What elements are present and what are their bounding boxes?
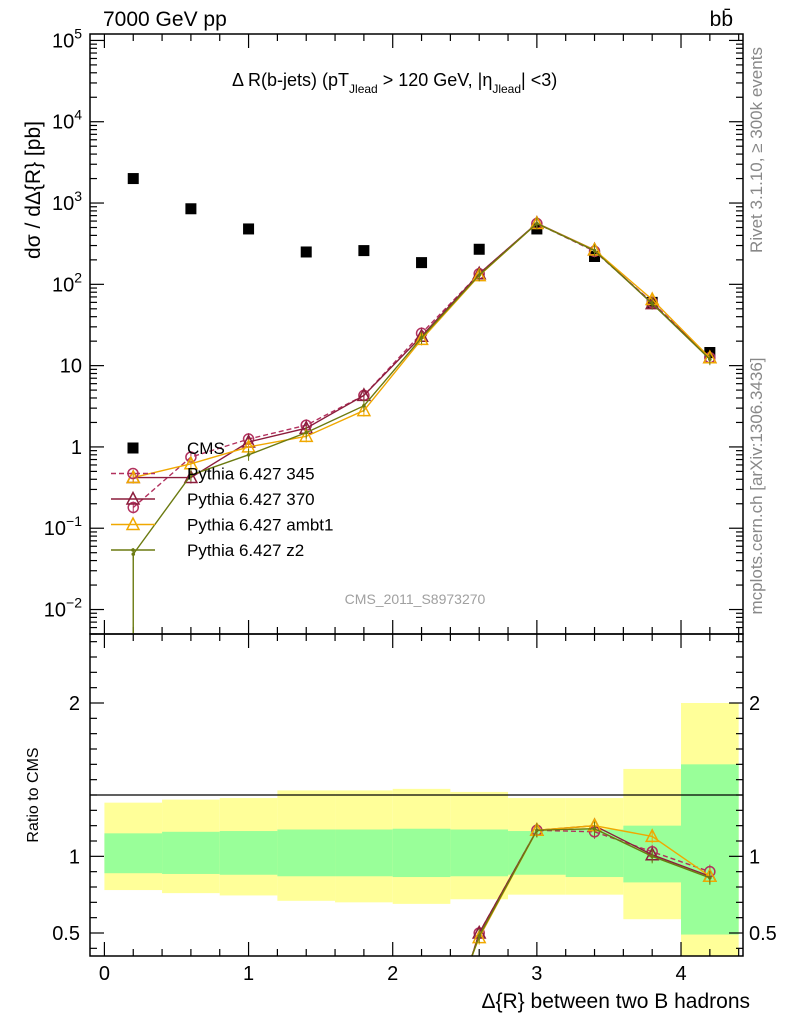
ratio-inner-band [450,829,509,877]
data-point [298,428,314,443]
analysis-watermark: CMS_2011_S8973270 [345,591,486,607]
main-y-axis: 10−2 10−1 1 10 102 103 104 105 [44,25,743,635]
data-point [131,552,136,556]
data-point [416,257,428,269]
main-y-tick-label: 105 [52,25,82,52]
data-point [708,357,712,361]
data-point [414,331,429,346]
plot-title-sub-1: Jlead [349,82,378,96]
ratio-y-tick-label-right: 1 [749,846,760,868]
x-axis-label: Δ{R} between two B hadrons [481,990,750,1013]
ratio-y-tick-label: 0.5 [52,923,80,945]
legend-label: Pythia 6.427 z2 [187,541,304,560]
ratio-x-tick-label: 4 [675,963,686,985]
ratio-point [708,876,712,880]
ratio-x-tick-label: 3 [531,963,542,985]
legend-label: Pythia 6.427 370 [187,490,315,509]
energy-label: 7000 GeV pp [103,8,227,31]
main-y-tick-label: 10−1 [44,513,82,540]
main-y-tick-label: 10 [60,356,82,378]
legend: CMS Pythia 6.427 345 Pythia 6.427 370 Pythi… [111,439,333,560]
legend-marker [127,442,139,454]
data-point [650,301,654,306]
plot-title-sub-2: Jlead [492,82,521,96]
data-point [592,248,597,253]
ratio-inner-band [162,831,220,874]
ratio-point [644,828,660,843]
plot-title-part-c: | <3) [521,70,557,90]
legend-marker [125,490,141,505]
plot-title: Δ R(b-jets) (pTJlead > 120 GeV, |ηJlead|… [232,70,557,96]
data-point [246,453,251,457]
ratio-y-tick-label-right: 0.5 [749,923,777,945]
ratio-inner-band [104,833,163,874]
data-point [183,455,199,470]
ratio-inner-band [681,764,739,935]
ratio-x-axis: 0 1 2 3 4 [99,634,740,985]
ratio-point [592,826,597,831]
data-point [243,223,255,235]
ratio-series-pythia-6-427-z2 [471,821,712,957]
ratio-y-tick-label-right: 2 [749,693,760,715]
legend-marker [131,548,135,552]
ratio-y-tick-label: 2 [69,693,80,715]
main-series-group [126,173,718,634]
ratio-point [477,934,482,938]
main-y-tick-label: 104 [52,107,82,134]
ratio-line [471,828,711,957]
data-point [183,469,199,484]
ratio-y-axis-label: Ratio to CMS [25,747,42,842]
ratio-point [535,828,539,833]
main-y-tick-label: 1 [71,437,82,459]
main-y-tick-label: 102 [52,269,82,296]
data-point [477,273,482,277]
data-point [356,402,372,417]
data-point [535,221,539,226]
legend-label: CMS [187,439,225,458]
ratio-x-tick-label: 2 [387,963,398,985]
ratio-inner-band [392,828,451,878]
legend-label: Pythia 6.427 345 [187,465,315,484]
ratio-x-tick-label: 1 [243,963,254,985]
ratio-inner-band [277,829,336,877]
ratio-inner-band [219,831,278,875]
legend-label: Pythia 6.427 ambt1 [187,516,333,535]
ratio-series-group [471,817,718,957]
process-label: bb̄ [710,8,733,31]
ratio-inner-band [335,829,393,877]
rivet-version-label: Rivet 3.1.10, ≥ 300k events [747,47,766,253]
ratio-y-axis: 0.5 0.5 1 1 2 2 [52,641,777,949]
plot-title-part-a: Δ R(b-jets) (pT [232,70,349,90]
ratio-bands [104,703,739,956]
series-pythia-6-427-z2 [131,217,712,634]
data-point [185,203,197,215]
plot-title-part-b: > 120 GeV, |η [378,70,493,90]
ratio-point [650,854,654,859]
ratio-x-tick-label: 0 [99,963,110,985]
main-y-axis-label: dσ / dΔ{R} [pb] [22,121,45,259]
data-point [300,246,312,258]
data-point [362,404,366,408]
data-point [419,335,424,340]
legend-marker [127,467,139,480]
ratio-y-tick-label: 1 [69,846,80,868]
legend-marker [125,516,141,531]
data-point [127,501,139,514]
main-y-tick-label: 103 [52,188,82,215]
data-point [304,430,309,435]
main-y-tick-label: 10−2 [44,595,82,622]
data-point [189,473,193,477]
data-point [358,245,370,257]
data-point [473,243,485,255]
mcplots-label: mcplots.cern.ch [arXiv:1306.3436] [747,357,766,614]
data-point [127,173,139,185]
